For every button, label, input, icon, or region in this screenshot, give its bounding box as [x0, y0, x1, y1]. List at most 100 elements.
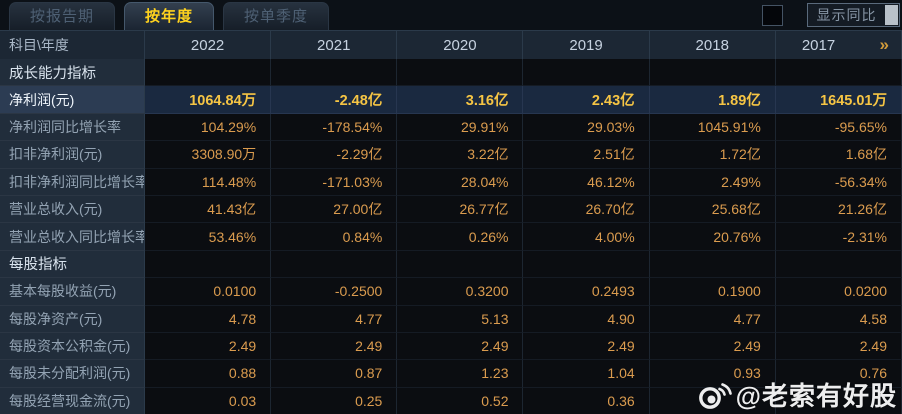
cell-2021: -2.48亿 — [271, 86, 398, 114]
year-header-2020: 2020 — [397, 31, 524, 59]
cell-2017: 4.58 — [775, 305, 902, 333]
table-row: 净利润(元) 1064.84万 -2.48亿 3.16亿 2.43亿 1.89亿 1645.… — [0, 86, 902, 114]
cell-2019: 29.03% — [523, 113, 650, 142]
table-row: 扣非净利润(元) 3308.90万 -2.29亿 3.22亿 2.51亿 1.72亿 1.6… — [0, 141, 902, 169]
row-label: 净利润同比增长率 — [0, 113, 145, 142]
row-label: 营业总收入(元) — [0, 195, 145, 224]
cell-2022 — [145, 59, 272, 87]
row-label: 扣非净利润同比增长率 — [0, 168, 145, 196]
cell-2022: 3308.90万 — [145, 141, 272, 169]
cell-2021: 0.87 — [271, 360, 398, 388]
cell-2017: -95.65% — [775, 113, 902, 142]
cell-2022: 41.43亿 — [145, 195, 272, 224]
show-yoy-button[interactable]: 显示同比 — [807, 3, 900, 27]
cell-2018: 0.93 — [649, 360, 776, 388]
row-label: 扣非净利润(元) — [0, 141, 145, 169]
cell-2020: 28.04% — [397, 168, 524, 196]
cell-2020: 2.49 — [397, 332, 524, 361]
cell-2019: 1.04 — [523, 360, 650, 388]
cell-2021: 0.25 — [271, 387, 398, 414]
tab-bar-controls: 显示同比 — [762, 3, 900, 27]
cell-2018 — [649, 250, 776, 279]
cell-2019: 4.00% — [523, 223, 650, 251]
cell-2018 — [649, 59, 776, 87]
row-label: 每股指标 — [0, 250, 145, 279]
cell-2020 — [397, 59, 524, 87]
year-header-2021: 2021 — [271, 31, 398, 59]
cell-2022: 2.49 — [145, 332, 272, 361]
cell-2017 — [775, 387, 902, 414]
cell-2018 — [649, 387, 776, 414]
table-row: 成长能力指标 — [0, 59, 902, 87]
cell-2020: 26.77亿 — [397, 195, 524, 224]
cell-2018: 4.77 — [649, 305, 776, 333]
year-header-2018: 2018 — [650, 31, 776, 59]
show-yoy-thumb — [885, 5, 898, 25]
year-header-2022: 2022 — [145, 31, 272, 59]
cell-2021: -178.54% — [271, 113, 398, 142]
tab-period-2[interactable]: 按单季度 — [223, 2, 330, 30]
cell-2021: 0.84% — [271, 223, 398, 251]
cell-2022: 1064.84万 — [145, 86, 272, 114]
cell-2020: 0.26% — [397, 223, 524, 251]
cell-2022: 0.0100 — [145, 278, 272, 306]
cell-2022: 0.88 — [145, 360, 272, 388]
cell-2017: 0.76 — [775, 360, 902, 388]
row-label: 营业总收入同比增长率 — [0, 223, 145, 251]
table-row: 净利润同比增长率 104.29% -178.54% 29.91% 29.03% 1045.… — [0, 113, 902, 142]
cell-2022 — [145, 250, 272, 279]
cell-2018: 2.49 — [649, 332, 776, 361]
cell-2021: 2.49 — [271, 332, 398, 361]
cell-2022: 53.46% — [145, 223, 272, 251]
table-row: 每股净资产(元) 4.78 4.77 5.13 4.90 4.77 4.58 — [0, 305, 902, 333]
table-row: 营业总收入同比增长率 53.46% 0.84% 0.26% 4.00% 20.76% -2.… — [0, 223, 902, 251]
more-columns-icon[interactable]: » — [879, 35, 889, 54]
show-yoy-checkbox[interactable] — [762, 4, 783, 26]
cell-2022: 0.03 — [145, 387, 272, 414]
cell-2017 — [775, 250, 902, 279]
cell-2021: 4.77 — [271, 305, 398, 333]
cell-2019: 0.2493 — [523, 278, 650, 306]
cell-2017 — [775, 59, 902, 87]
table-row: 每股资本公积金(元) 2.49 2.49 2.49 2.49 2.49 2.49 — [0, 332, 902, 361]
cell-2020: 3.16亿 — [397, 86, 524, 114]
tab-period-0[interactable]: 按报告期 — [9, 2, 116, 30]
table-body: 成长能力指标 净利润(元) 1064.84万 -2.48亿 3.16亿 2.43亿 1.89… — [0, 59, 902, 414]
tab-bar-tabs: 按报告期 按年度 按单季度 — [0, 2, 330, 30]
cell-2017: 1.68亿 — [775, 141, 902, 169]
table-row: 基本每股收益(元) 0.0100 -0.2500 0.3200 0.2493 0.1900… — [0, 278, 902, 306]
cell-2020 — [397, 250, 524, 279]
cell-2021 — [271, 250, 398, 279]
cell-2017: 1645.01万 — [775, 86, 902, 114]
cell-2021: -171.03% — [271, 168, 398, 196]
cell-2021: -2.29亿 — [271, 141, 398, 169]
cell-2020: 29.91% — [397, 113, 524, 142]
cell-2022: 4.78 — [145, 305, 272, 333]
cell-2018: 1.89亿 — [649, 86, 776, 114]
cell-2018: 25.68亿 — [649, 195, 776, 224]
cell-2017: 21.26亿 — [775, 195, 902, 224]
cell-2019: 26.70亿 — [523, 195, 650, 224]
tab-period-1[interactable]: 按年度 — [124, 2, 215, 30]
cell-2022: 114.48% — [145, 168, 272, 196]
cell-2021 — [271, 59, 398, 87]
table-header-row: 科目\年度 2022 2021 2020 2019 2018 2017 » — [0, 30, 902, 59]
cell-2017: 0.0200 — [775, 278, 902, 306]
table-row: 营业总收入(元) 41.43亿 27.00亿 26.77亿 26.70亿 25.68亿 21… — [0, 195, 902, 224]
cell-2018: 20.76% — [649, 223, 776, 251]
row-label: 净利润(元) — [0, 86, 145, 114]
cell-2019 — [523, 59, 650, 87]
year-header-2017: 2017 » — [776, 31, 902, 59]
cell-2020: 0.3200 — [397, 278, 524, 306]
cell-2019: 46.12% — [523, 168, 650, 196]
cell-2017: 2.49 — [775, 332, 902, 361]
cell-2022: 104.29% — [145, 113, 272, 142]
table-row: 每股未分配利润(元) 0.88 0.87 1.23 1.04 0.93 0.76 — [0, 360, 902, 388]
row-label: 每股资本公积金(元) — [0, 332, 145, 361]
cell-2019 — [523, 250, 650, 279]
row-label: 每股未分配利润(元) — [0, 360, 145, 388]
year-header-2017-label: 2017 — [801, 36, 836, 54]
show-yoy-label: 显示同比 — [816, 7, 877, 23]
table-row: 每股经营现金流(元) 0.03 0.25 0.52 0.36 — [0, 387, 902, 414]
